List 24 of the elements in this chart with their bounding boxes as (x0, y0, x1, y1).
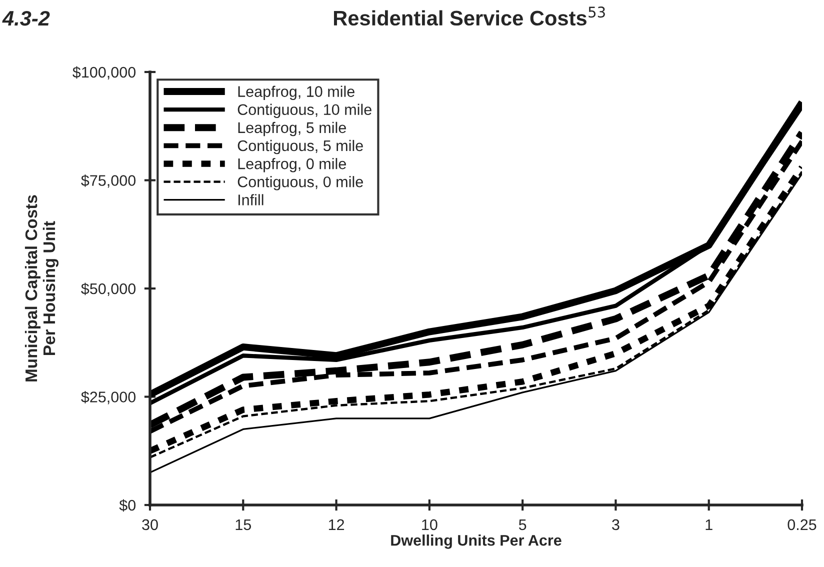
x-tick-label: 1 (706, 519, 712, 530)
legend-label: Contiguous, 10 mile (238, 104, 372, 118)
legend-label: Contiguous, 5 mile (238, 140, 363, 154)
x-tick-label: 15 (236, 519, 251, 530)
x-tick-label: 3 (612, 519, 620, 530)
x-axis-title: Dwelling Units Per Acre (391, 534, 562, 549)
x-tick-label: 0.25 (788, 519, 816, 530)
x-tick-label: 5 (518, 519, 526, 530)
y-tick-label: $100,000 (72, 66, 136, 80)
legend-label: Leapfrog, 0 mile (238, 158, 346, 172)
legend-label: Leapfrog, 10 mile (238, 86, 354, 100)
y-axis-title: Municipal Capital Costs Per Housing Unit (24, 195, 59, 382)
legend-label: Contiguous, 0 mile (238, 176, 363, 190)
chart-title: Residential Service Costs$^{53}$ (334, 6, 605, 26)
y-tick-label: $50,000 (81, 282, 136, 296)
legend-label: Infill (238, 194, 264, 206)
y-tick-label: $75,000 (81, 174, 136, 188)
x-tick-label: 30 (142, 519, 158, 530)
y-tick-label: $0 (119, 499, 136, 512)
text: 4.3-2 (2, 10, 50, 26)
x-tick-label: 10 (422, 519, 438, 530)
x-tick-label: 12 (328, 519, 344, 530)
legend-label: Leapfrog, 5 mile (238, 122, 346, 136)
y-tick-label: $25,000 (81, 390, 136, 404)
